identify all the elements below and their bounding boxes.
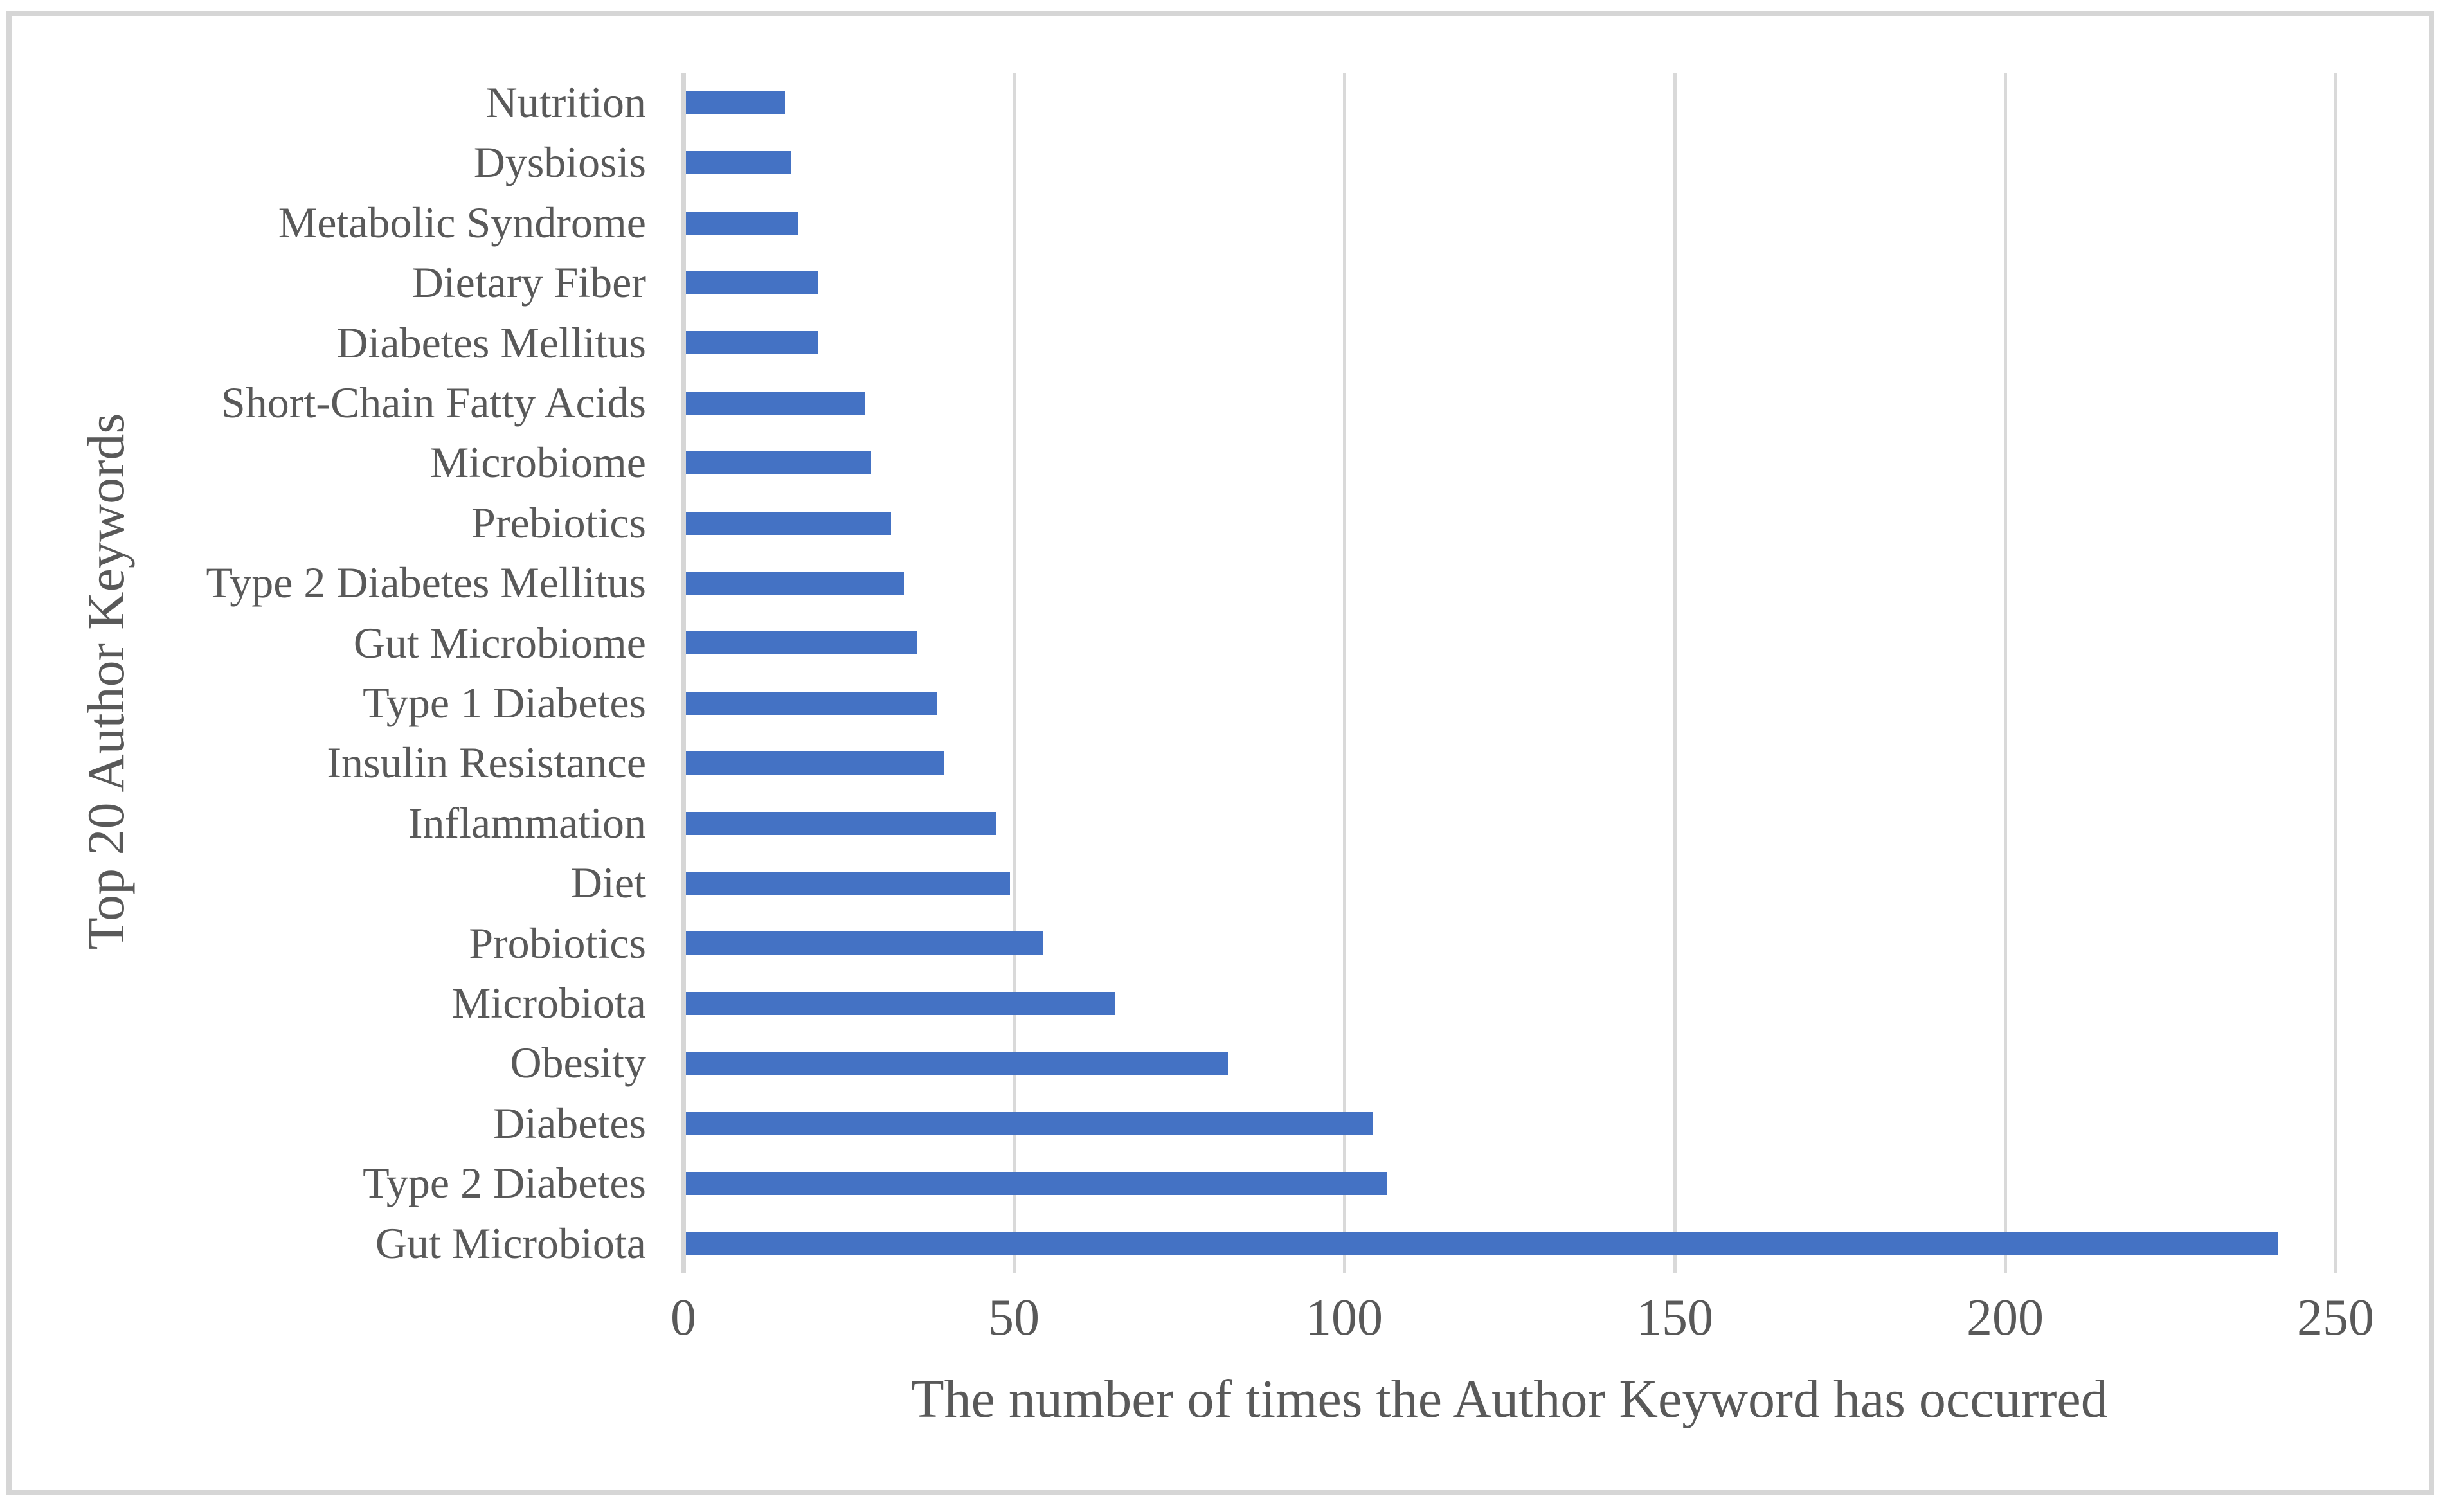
- category-label: Obesity: [510, 1038, 646, 1088]
- bar: [686, 1052, 1228, 1076]
- category-label: Dietary Fiber: [411, 258, 646, 307]
- category-label: Nutrition: [485, 78, 646, 127]
- category-label: Type 2 Diabetes Mellitus: [206, 558, 646, 608]
- x-tick-label: 0: [671, 1290, 696, 1346]
- bar: [686, 991, 1115, 1015]
- category-label: Type 2 Diabetes: [363, 1158, 646, 1208]
- category-label: Dysbiosis: [473, 138, 646, 187]
- category-label: Prebiotics: [471, 498, 646, 547]
- bar: [686, 451, 871, 475]
- bar: [686, 871, 1010, 895]
- bar: [686, 271, 818, 294]
- bar: [686, 511, 891, 535]
- x-tick-label: 50: [988, 1290, 1040, 1346]
- bar: [686, 571, 904, 595]
- bar: [686, 391, 865, 415]
- bar: [686, 752, 944, 775]
- category-label: Type 1 Diabetes: [363, 678, 646, 727]
- category-label: Gut Microbiota: [375, 1218, 646, 1268]
- category-label: Diabetes: [493, 1098, 646, 1148]
- category-label: Microbiome: [429, 438, 646, 487]
- gridline: [2004, 73, 2007, 1274]
- category-label: Metabolic Syndrome: [278, 197, 646, 247]
- bar: [686, 91, 785, 114]
- x-tick-label: 250: [2297, 1290, 2374, 1346]
- bar: [686, 151, 791, 175]
- category-label: Gut Microbiome: [353, 618, 646, 667]
- bar: [686, 1112, 1373, 1135]
- figure-border: [6, 11, 2434, 1495]
- bar: [686, 631, 917, 655]
- bar: [686, 811, 996, 835]
- bar: [686, 691, 937, 715]
- x-axis-title: The number of times the Author Keyword h…: [911, 1369, 2108, 1429]
- category-label: Short-Chain Fatty Acids: [221, 378, 646, 427]
- category-axis-line: [681, 73, 686, 1274]
- category-label: Diet: [570, 858, 646, 908]
- gridline: [1343, 73, 1346, 1274]
- bar: [686, 1232, 2278, 1256]
- category-label: Probiotics: [469, 918, 646, 968]
- category-label: Microbiota: [451, 978, 646, 1027]
- x-tick-label: 200: [1967, 1290, 2044, 1346]
- gridline: [1013, 73, 1016, 1274]
- gridline: [2334, 73, 2337, 1274]
- bar: [686, 1171, 1387, 1195]
- bar: [686, 331, 818, 355]
- bar: [686, 211, 798, 235]
- x-tick-label: 150: [1636, 1290, 1713, 1346]
- category-label: Inflammation: [408, 798, 646, 847]
- x-tick-label: 100: [1306, 1290, 1383, 1346]
- bar: [686, 932, 1043, 955]
- gridline: [1673, 73, 1677, 1274]
- category-label: Diabetes Mellitus: [336, 318, 646, 367]
- category-label: Insulin Resistance: [327, 738, 646, 788]
